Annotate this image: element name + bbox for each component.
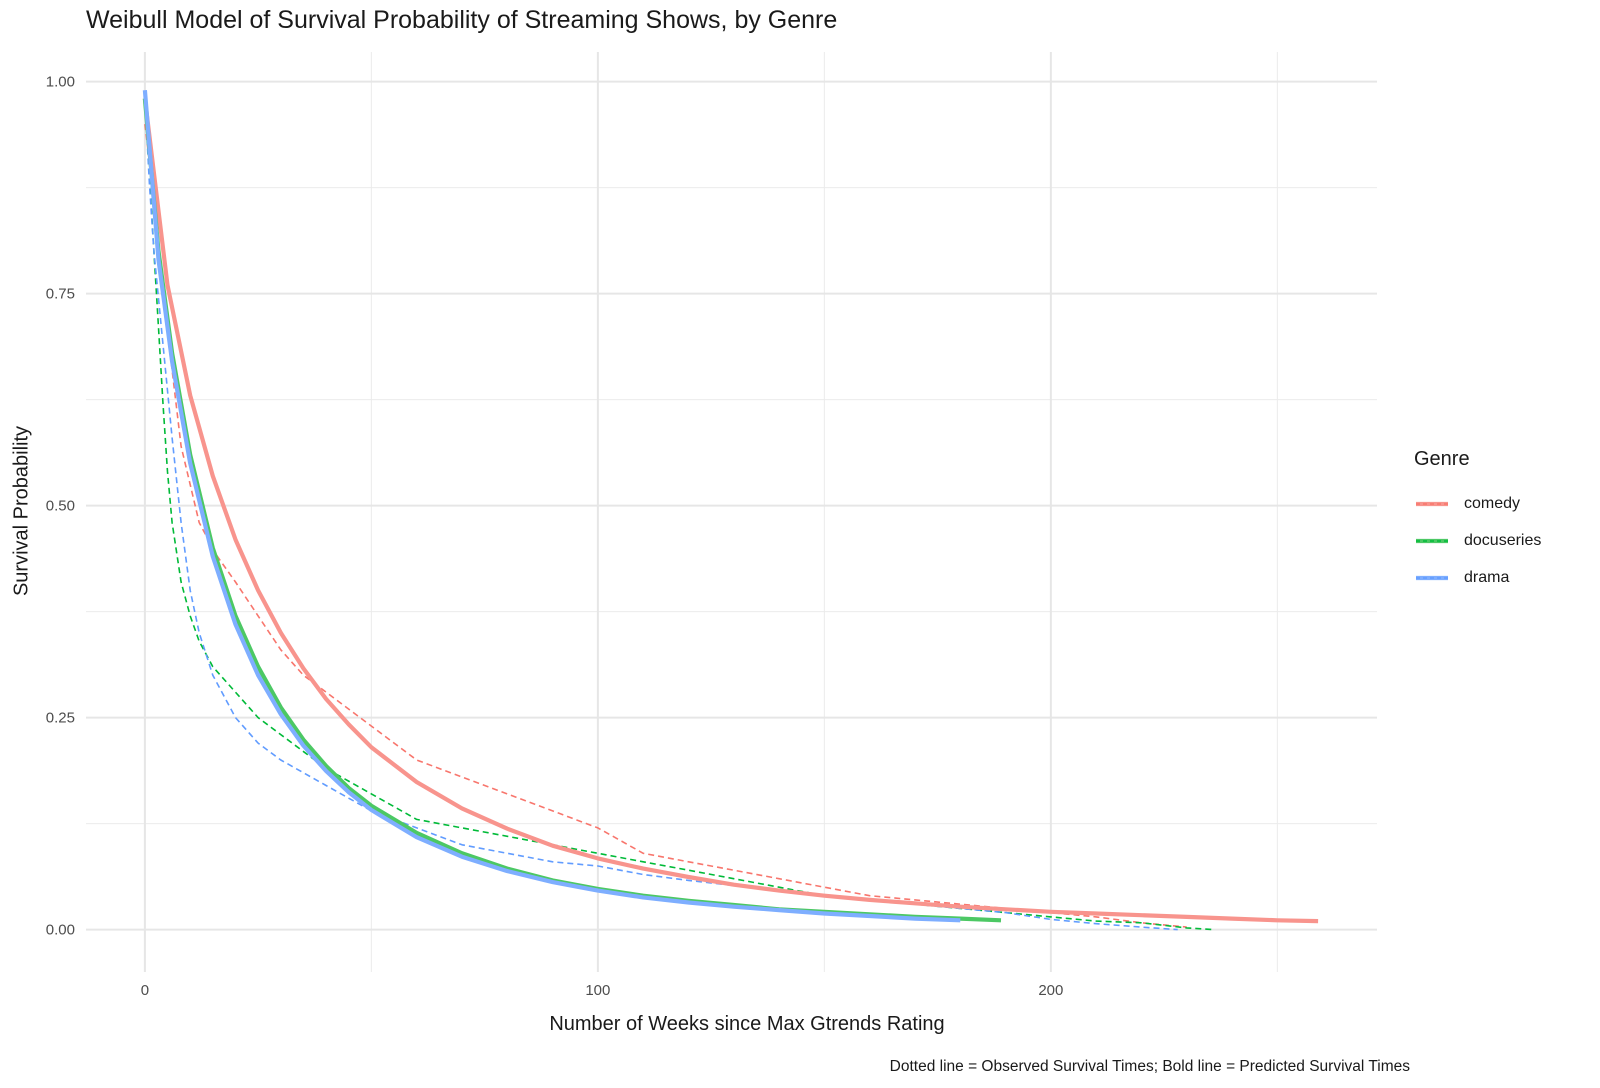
predicted-line-comedy [142, 98, 1319, 924]
y-tick-label: 1.00 [46, 74, 75, 91]
legend-key-docuseries [1416, 538, 1448, 543]
legend-item-drama: drama [1414, 559, 1541, 596]
chart-title: Weibull Model of Survival Probability of… [86, 6, 838, 34]
legend-label-docuseries: docuseries [1464, 531, 1542, 549]
legend-key-comedy [1416, 501, 1448, 506]
chart-caption: Dotted line = Observed Survival Times; B… [889, 1058, 1410, 1075]
observed-line-docuseries [144, 98, 1214, 931]
legend-item-docuseries: docuseries [1414, 522, 1541, 559]
observed-line-drama [144, 98, 1178, 931]
legend-label-comedy: comedy [1464, 494, 1521, 512]
y-tick-label: 0.25 [46, 710, 75, 727]
predicted-line-drama [142, 90, 961, 923]
legend-item-comedy: comedy [1414, 485, 1541, 522]
minor-gridlines [86, 52, 1377, 972]
predicted-line-docuseries [142, 98, 1002, 923]
observed-series-group [144, 98, 1214, 931]
y-tick-label: 0.00 [46, 922, 75, 939]
legend: Genre comedy docuseries drama [1414, 448, 1541, 596]
y-tick-label: 0.50 [46, 498, 75, 515]
y-axis-label: Survival Probability [10, 425, 33, 597]
legend-key-drama [1416, 575, 1448, 580]
legend-label-drama: drama [1464, 568, 1510, 586]
predicted-series-group [142, 90, 1319, 924]
x-axis-label: Number of Weeks since Max Gtrends Rating [549, 1013, 945, 1035]
major-gridlines [86, 52, 1377, 972]
legend-title: Genre [1414, 448, 1470, 470]
x-tick-label: 100 [585, 982, 610, 999]
y-tick-label: 0.75 [46, 286, 75, 303]
x-tick-label: 200 [1038, 982, 1063, 999]
x-tick-label: 0 [141, 982, 149, 999]
observed-line-comedy [144, 124, 1187, 928]
y-axis-ticks: 0.00 0.25 0.50 0.75 1.00 [46, 74, 75, 939]
x-axis-ticks: 0 100 200 [141, 982, 1064, 999]
